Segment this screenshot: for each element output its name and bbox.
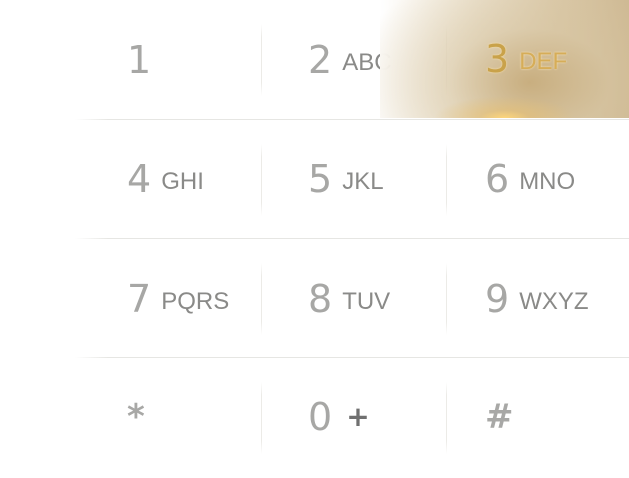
key-letters: DEF xyxy=(519,48,568,75)
key-letters: TUV xyxy=(342,288,391,315)
column-divider xyxy=(446,144,447,216)
row-divider xyxy=(75,238,629,239)
key-4[interactable]: 4 GHI xyxy=(75,120,261,238)
key-hash[interactable]: # xyxy=(447,358,629,476)
key-letters: ABC xyxy=(342,49,392,76)
column-divider xyxy=(261,382,262,454)
key-5[interactable]: 5 JKL xyxy=(262,120,446,238)
key-star[interactable]: * xyxy=(75,358,261,476)
key-digit: 3 xyxy=(485,37,510,81)
key-letters: MNO xyxy=(519,168,576,195)
key-letters: PQRS xyxy=(161,288,230,315)
row-divider xyxy=(75,119,629,120)
key-digit: 7 xyxy=(127,277,152,321)
column-divider xyxy=(261,263,262,335)
key-6[interactable]: 6 MNO xyxy=(447,120,629,238)
key-8[interactable]: 8 TUV xyxy=(262,240,446,358)
key-letters: WXYZ xyxy=(519,288,589,315)
column-divider xyxy=(261,144,262,216)
asterisk-icon: * xyxy=(127,397,145,437)
key-digit: 6 xyxy=(485,157,510,201)
key-letters: JKL xyxy=(342,168,384,195)
key-3[interactable]: 3 DEF xyxy=(380,0,629,118)
key-1[interactable]: 1 xyxy=(75,1,261,119)
key-digit: 9 xyxy=(485,277,510,321)
key-digit: 5 xyxy=(308,157,333,201)
key-letters: GHI xyxy=(161,168,204,195)
key-9[interactable]: 9 WXYZ xyxy=(447,240,629,358)
key-2[interactable]: 2 ABC xyxy=(262,1,446,119)
key-7[interactable]: 7 PQRS xyxy=(75,240,261,358)
column-divider xyxy=(446,382,447,454)
column-divider xyxy=(446,24,447,96)
row-divider xyxy=(75,357,629,358)
key-digit: 4 xyxy=(127,157,152,201)
key-0[interactable]: 0 + xyxy=(262,358,446,476)
key-digit: 8 xyxy=(308,277,333,321)
key-digit: 1 xyxy=(127,38,152,82)
key-digit: 2 xyxy=(308,38,333,82)
plus-icon: + xyxy=(346,400,370,433)
column-divider xyxy=(261,24,262,96)
key-digit: 0 xyxy=(308,395,333,439)
hash-icon: # xyxy=(485,397,514,437)
column-divider xyxy=(446,263,447,335)
